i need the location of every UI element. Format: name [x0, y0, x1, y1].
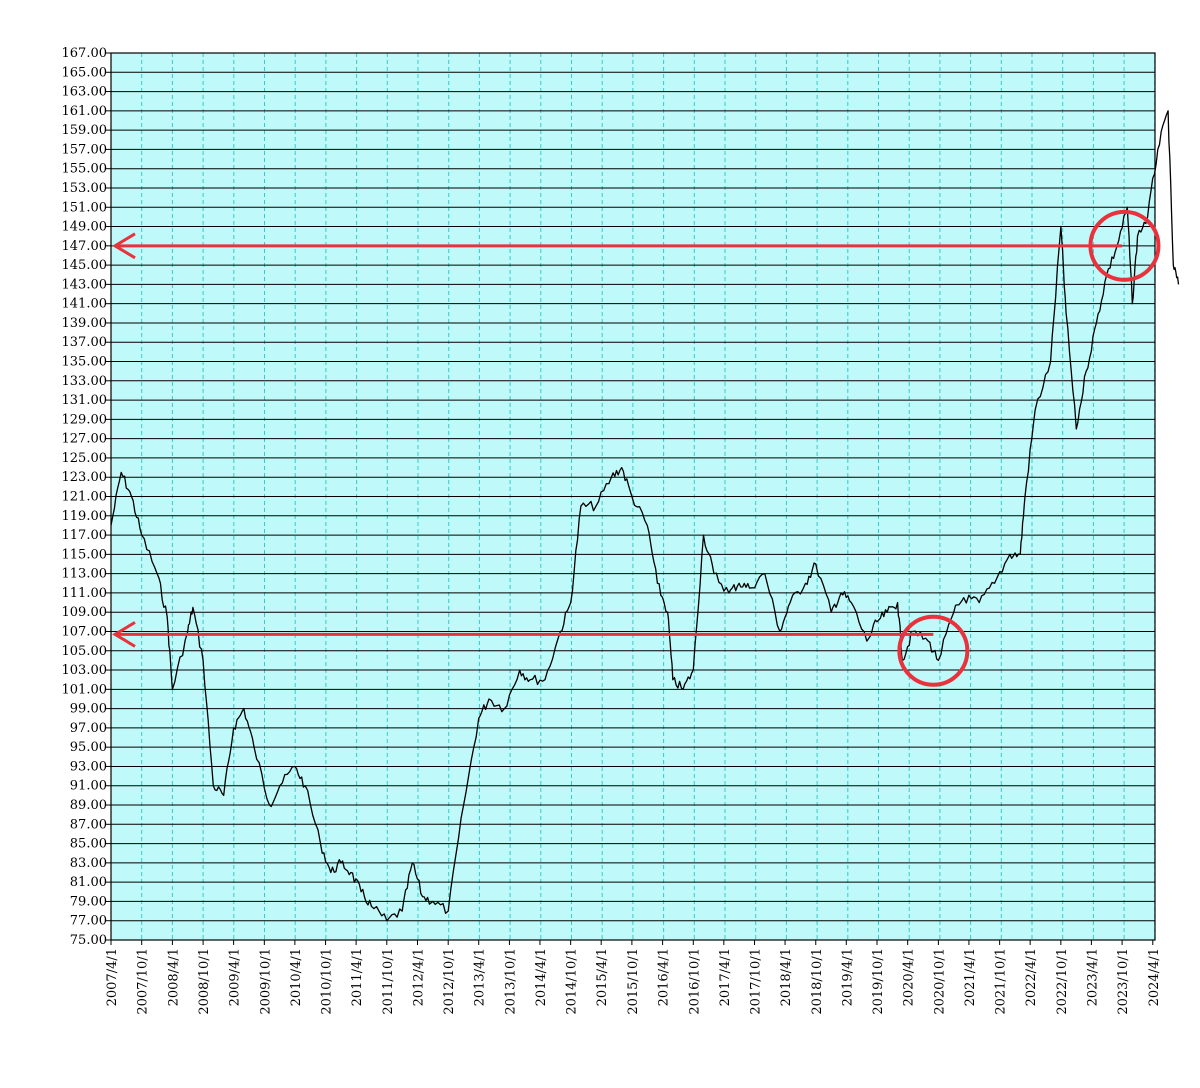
y-tick-label: 159.00 — [62, 123, 108, 138]
annotation-circle — [897, 614, 970, 687]
y-tick-label: 163.00 — [62, 85, 108, 100]
x-tick-label: 2019/4/1 — [840, 948, 855, 1006]
y-tick-label: 141.00 — [62, 297, 108, 312]
y-tick-label: 125.00 — [62, 451, 108, 466]
y-tick-label: 139.00 — [62, 316, 108, 331]
y-tick-label: 81.00 — [70, 875, 107, 890]
x-tick-label: 2016/4/1 — [657, 948, 672, 1006]
x-tick-label: 2007/4/1 — [105, 948, 120, 1006]
x-tick-label: 2010/4/1 — [289, 948, 304, 1006]
y-tick-label: 91.00 — [70, 779, 107, 794]
x-tick-label: 2009/4/1 — [228, 948, 243, 1006]
y-tick-label: 165.00 — [62, 65, 108, 80]
annotation-circle — [1088, 209, 1161, 282]
y-tick-label: 119.00 — [62, 509, 108, 524]
annotation-arrow-head — [112, 621, 136, 648]
annotation-arrow-head — [112, 232, 136, 260]
x-tick-label: 2007/10/1 — [136, 948, 151, 1015]
y-tick-label: 101.00 — [62, 682, 108, 697]
x-tick-label: 2008/10/1 — [197, 948, 212, 1015]
rate-line — [110, 110, 1180, 922]
x-tick-label: 2014/4/1 — [534, 948, 549, 1006]
y-tick-label: 151.00 — [62, 200, 108, 215]
y-tick-label: 87.00 — [70, 817, 107, 832]
x-tick-label: 2016/10/1 — [687, 948, 702, 1015]
y-tick-label: 153.00 — [62, 181, 108, 196]
x-tick-label: 2013/4/1 — [473, 948, 488, 1006]
y-tick-label: 147.00 — [62, 239, 108, 254]
y-tick-label: 103.00 — [62, 663, 108, 678]
x-axis-ticks: 2007/4/1 2007/10/1 2008/4/1 2008/10/1 2009/4… — [105, 940, 1162, 1015]
y-tick-label: 145.00 — [62, 258, 108, 273]
x-tick-label: 2019/10/1 — [871, 948, 886, 1015]
y-tick-label: 135.00 — [62, 355, 108, 370]
y-tick-label: 161.00 — [62, 104, 108, 119]
x-tick-label: 2008/4/1 — [166, 948, 181, 1006]
x-tick-label: 2020/4/1 — [902, 948, 917, 1006]
y-tick-label: 155.00 — [62, 162, 108, 177]
x-tick-label: 2023/4/1 — [1085, 948, 1100, 1006]
y-tick-label: 107.00 — [62, 624, 108, 639]
y-tick-label: 149.00 — [62, 220, 108, 235]
y-tick-label: 137.00 — [62, 335, 108, 350]
x-tick-label: 2017/10/1 — [749, 948, 764, 1015]
y-tick-label: 95.00 — [70, 740, 107, 755]
x-tick-label: 2011/4/1 — [350, 948, 365, 1006]
x-tick-label: 2023/10/1 — [1116, 948, 1131, 1015]
x-tick-label: 2011/10/1 — [381, 948, 396, 1015]
y-tick-label: 99.00 — [70, 702, 107, 717]
x-tick-label: 2024/4/1 — [1147, 948, 1162, 1006]
y-tick-label: 93.00 — [70, 759, 107, 774]
y-tick-label: 85.00 — [70, 837, 107, 852]
x-tick-label: 2013/10/1 — [503, 948, 518, 1015]
x-tick-label: 2018/10/1 — [810, 948, 825, 1015]
x-tick-label: 2009/10/1 — [258, 948, 273, 1015]
x-tick-label: 2017/4/1 — [718, 948, 733, 1006]
x-tick-label: 2015/4/1 — [595, 948, 610, 1006]
y-tick-label: 129.00 — [62, 412, 108, 427]
y-tick-label: 109.00 — [62, 605, 108, 620]
x-tick-label: 2022/10/1 — [1055, 948, 1070, 1015]
y-tick-label: 123.00 — [62, 470, 108, 485]
x-tick-label: 2015/10/1 — [626, 948, 641, 1015]
y-tick-label: 143.00 — [62, 277, 108, 292]
y-tick-label: 83.00 — [70, 856, 107, 871]
y-tick-label: 167.00 — [62, 46, 108, 61]
y-tick-label: 97.00 — [70, 721, 107, 736]
y-tick-label: 117.00 — [62, 528, 108, 543]
y-tick-label: 75.00 — [70, 933, 107, 948]
x-tick-label: 2010/10/1 — [320, 948, 335, 1015]
y-tick-label: 127.00 — [62, 432, 108, 447]
y-tick-label: 115.00 — [62, 547, 108, 562]
y-tick-label: 131.00 — [62, 393, 108, 408]
y-tick-label: 113.00 — [62, 567, 108, 582]
x-tick-label: 2022/4/1 — [1024, 948, 1039, 1006]
x-tick-label: 2012/4/1 — [411, 948, 426, 1006]
x-tick-label: 2021/10/1 — [994, 948, 1009, 1015]
y-tick-label: 111.00 — [62, 586, 108, 601]
y-axis-ticks: 75.00 77.00 79.00 81.00 83.00 85.00 87.00 89.00… — [62, 46, 111, 948]
x-tick-label: 2014/10/1 — [565, 948, 580, 1015]
y-tick-label: 157.00 — [62, 142, 108, 157]
x-tick-label: 2020/10/1 — [932, 948, 947, 1015]
y-tick-label: 121.00 — [62, 490, 108, 505]
x-tick-label: 2012/10/1 — [442, 948, 457, 1015]
x-tick-label: 2018/4/1 — [779, 948, 794, 1006]
x-tick-label: 2021/4/1 — [963, 948, 978, 1006]
y-tick-label: 105.00 — [62, 644, 108, 659]
y-tick-label: 89.00 — [70, 798, 107, 813]
y-tick-label: 133.00 — [62, 374, 108, 389]
annotations — [112, 209, 1161, 687]
y-tick-label: 79.00 — [70, 894, 107, 909]
y-tick-label: 77.00 — [70, 914, 107, 929]
horizontal-grid — [111, 52, 1155, 941]
